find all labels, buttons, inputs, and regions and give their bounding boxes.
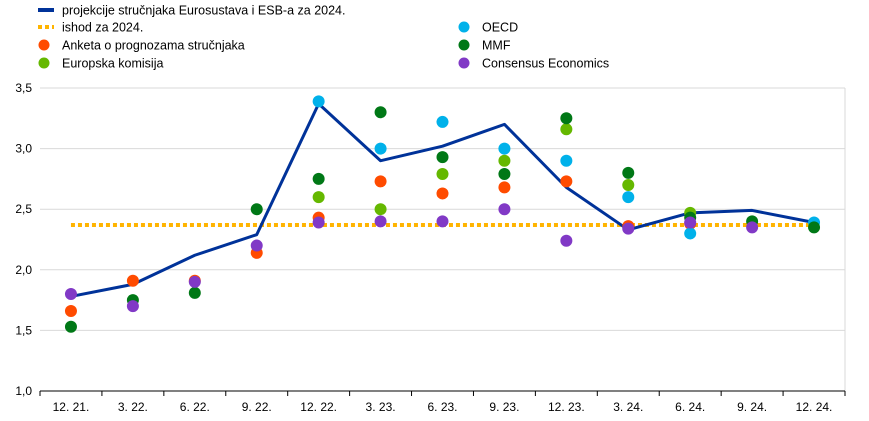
data-point xyxy=(374,142,387,155)
legend-swatch xyxy=(38,57,50,69)
y-tick-label: 3,5 xyxy=(15,81,32,95)
data-point xyxy=(560,175,573,188)
series-line xyxy=(70,102,815,298)
legend-swatch xyxy=(458,39,470,51)
legend-swatch xyxy=(38,39,50,51)
legend-label: Anketa o prognozama stručnjaka xyxy=(62,39,245,53)
legend-label: MMF xyxy=(482,39,511,53)
legend-swatch xyxy=(458,21,470,33)
y-tick-label: 2,5 xyxy=(15,202,32,216)
data-point xyxy=(374,106,387,119)
data-point xyxy=(622,178,635,191)
legend-label: OECD xyxy=(482,21,518,35)
points-group xyxy=(64,95,821,333)
x-tick-label: 9. 24. xyxy=(737,400,767,414)
data-point xyxy=(312,172,325,185)
data-point xyxy=(64,288,77,301)
data-point xyxy=(498,203,511,216)
data-point xyxy=(684,216,697,229)
data-point xyxy=(64,320,77,333)
legend: projekcije stručnjaka Eurosustava i ESB-… xyxy=(38,4,609,71)
legend-label: Europska komisija xyxy=(62,57,163,71)
y-tick-label: 1,5 xyxy=(15,323,32,337)
data-point xyxy=(188,275,201,288)
data-point xyxy=(250,203,263,216)
x-tick-label: 6. 24. xyxy=(675,400,705,414)
data-point xyxy=(312,216,325,229)
data-point xyxy=(126,300,139,313)
data-point xyxy=(374,215,387,228)
data-point xyxy=(560,112,573,125)
data-point xyxy=(622,166,635,179)
data-point xyxy=(374,175,387,188)
x-tick-label: 3. 22. xyxy=(118,400,148,414)
data-point xyxy=(498,168,511,181)
data-point xyxy=(436,187,449,200)
y-tick-label: 3,0 xyxy=(15,142,32,156)
data-point xyxy=(560,123,573,136)
legend-swatch xyxy=(458,57,470,69)
data-point xyxy=(498,142,511,155)
x-tick-label: 6. 22. xyxy=(180,400,210,414)
x-tick-label: 12. 24. xyxy=(796,400,833,414)
y-axis: 1,0 1,5 2,0 2,5 3,0 3,5 xyxy=(15,81,32,398)
x-tick-label: 12. 21. xyxy=(53,400,90,414)
x-tick-label: 3. 23. xyxy=(366,400,396,414)
data-point xyxy=(498,154,511,167)
x-tick-label: 9. 22. xyxy=(242,400,272,414)
data-point xyxy=(188,286,201,299)
data-point xyxy=(560,154,573,167)
x-axis: 12. 21. 3. 22. 6. 22. 9. 22. 12. 22. 3. 23. 6.… xyxy=(39,390,846,414)
data-point xyxy=(498,181,511,194)
data-point xyxy=(436,168,449,181)
x-tick-label: 9. 23. xyxy=(489,400,519,414)
data-point xyxy=(622,222,635,235)
data-point xyxy=(312,191,325,204)
data-point xyxy=(436,151,449,164)
grid xyxy=(40,87,846,392)
y-tick-label: 2,0 xyxy=(15,263,32,277)
x-tick-label: 3. 24. xyxy=(613,400,643,414)
x-tick-label: 6. 23. xyxy=(427,400,457,414)
data-point xyxy=(126,274,139,287)
data-point xyxy=(312,95,325,108)
x-tick-label: 12. 23. xyxy=(548,400,585,414)
data-point xyxy=(436,115,449,128)
data-point xyxy=(436,215,449,228)
x-tick-label: 12. 22. xyxy=(300,400,337,414)
data-point xyxy=(250,239,263,252)
data-point xyxy=(374,203,387,216)
data-point xyxy=(746,221,759,234)
data-point xyxy=(622,191,635,204)
line-series-group xyxy=(70,102,815,298)
data-point xyxy=(684,227,697,240)
legend-label: projekcije stručnjaka Eurosustava i ESB-… xyxy=(62,4,345,18)
data-point xyxy=(808,221,821,234)
legend-label: ishod za 2024. xyxy=(62,21,143,35)
data-point xyxy=(560,234,573,247)
legend-label: Consensus Economics xyxy=(482,57,609,71)
y-tick-label: 1,0 xyxy=(15,384,32,398)
data-point xyxy=(64,305,77,318)
